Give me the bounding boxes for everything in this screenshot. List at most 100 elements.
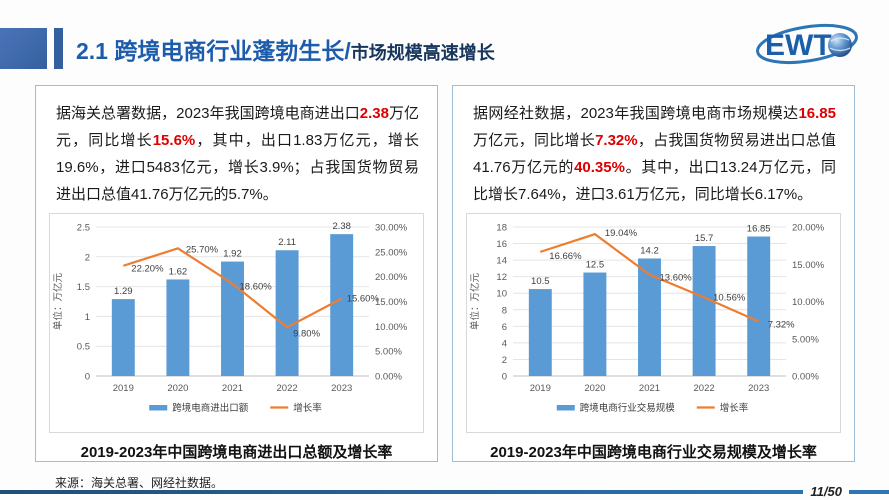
line-label: 19.04% <box>605 228 638 239</box>
market-scale-chart-frame: 0 2 4 6 8 10 12 14 16 18 0.00% 5.00% 10.00% 15.00% 20.… <box>466 213 841 433</box>
left-axis-tick: 0 <box>85 372 90 383</box>
title-decoration-bar <box>54 28 63 69</box>
logo-text: EWT <box>765 29 832 62</box>
paragraph-text: ，占我国货物贸易进出口总值41.76万亿元的 <box>473 132 836 176</box>
x-tick-label: 2022 <box>277 383 298 394</box>
logo-orbit-icon <box>756 23 858 65</box>
left-axis-tick: 1 <box>85 312 90 323</box>
line-label: 9.80% <box>293 328 320 339</box>
import-export-paragraph: 据海关总署数据，2023年我国跨境电商进出口2.38万亿元，同比增长15.6%，… <box>36 86 437 208</box>
growth-line <box>539 232 760 323</box>
title-decoration-square <box>0 28 47 69</box>
x-tick-label: 2023 <box>331 383 352 394</box>
paragraph-text: 万亿元，同比增长 <box>473 132 596 149</box>
paragraph-text: 据海关总署数据，2023年我国跨境电商进出口 <box>56 105 360 122</box>
right-axis-tick: 30.00% <box>375 223 408 234</box>
line-label: 7.32% <box>768 319 795 330</box>
paragraph-text: 。其中，出口13.24万亿元，同比增长7.64%，进口3.61万亿元，同比增长6… <box>473 159 836 203</box>
line-label: 18.60% <box>240 282 273 293</box>
x-tick-label: 2021 <box>222 383 243 394</box>
page-title: 2.1 跨境电商行业蓬勃生长/市场规模高速增长 <box>76 32 495 66</box>
bar-label: 1.62 <box>169 266 188 277</box>
bar-2019 <box>111 299 135 376</box>
right-axis-tick: 10.00% <box>375 322 408 333</box>
right-axis-tick: 0.00% <box>792 372 819 383</box>
legend-bar-marker <box>556 405 575 411</box>
highlight-value: 7.32% <box>595 132 638 149</box>
left-axis-tick: 2.5 <box>77 223 90 234</box>
market-scale-paragraph: 据网经社数据，2023年我国跨境电商市场规模达16.85 万亿元，同比增长7.32… <box>453 86 854 208</box>
ewto-logo: EWT <box>751 12 863 81</box>
bar-label: 2.11 <box>278 237 296 248</box>
bar-label: 2.38 <box>332 221 351 232</box>
highlight-value: 2.38 <box>359 105 389 122</box>
bar-label: 1.92 <box>223 249 242 260</box>
left-axis-tick: 0 <box>502 372 507 383</box>
market-scale-chart-caption: 2019-2023年中国跨境电商行业交易规模及增长率 <box>490 444 817 461</box>
left-axis-tick: 14 <box>496 256 507 267</box>
legend-line-label: 增长率 <box>720 402 749 414</box>
panel-import-export: 据海关总署数据，2023年我国跨境电商进出口2.38万亿元，同比增长15.6%，… <box>35 85 438 462</box>
import-export-chart: 0 0.5 1 1.5 2 2.5 0.00% 5.00% 10.00% 15.00% 20.00%… <box>52 221 408 414</box>
page-title-main: 2.1 跨境电商行业蓬勃生长 <box>76 38 345 64</box>
import-export-chart-frame: 0 0.5 1 1.5 2 2.5 0.00% 5.00% 10.00% 15.00% 20.00%… <box>49 213 424 433</box>
import-export-chart-caption: 2019-2023年中国跨境电商进出口总额及增长率 <box>80 444 393 461</box>
growth-line <box>122 247 343 329</box>
bar-2023 <box>330 234 354 376</box>
x-tick-label: 2023 <box>748 383 769 394</box>
bar-2022 <box>275 250 299 376</box>
bar-2021 <box>638 258 661 376</box>
x-tick-label: 2021 <box>639 383 660 394</box>
line-label: 16.66% <box>549 251 582 262</box>
bar-2022 <box>692 246 716 376</box>
bar-2021 <box>221 261 244 376</box>
bar-label: 14.2 <box>640 245 659 256</box>
highlight-value: 16.85 <box>798 105 836 122</box>
line-label: 22.20% <box>131 264 164 275</box>
left-axis-tick: 10 <box>496 289 507 300</box>
right-axis-tick: 15.00% <box>792 260 825 271</box>
highlight-value: 40.35% <box>574 159 625 176</box>
page-number: 11/50 <box>803 484 849 499</box>
left-axis-tick: 6 <box>502 322 507 333</box>
legend-bar-label: 跨境电商行业交易规模 <box>580 402 676 414</box>
x-tick-label: 2022 <box>694 383 715 394</box>
legend-line-label: 增长率 <box>293 402 322 414</box>
x-tick-label: 2019 <box>113 383 134 394</box>
paragraph-text: 万亿元，同比增长 <box>56 105 419 149</box>
right-axis-tick: 10.00% <box>792 297 825 308</box>
x-tick-label: 2019 <box>530 383 551 394</box>
right-axis-tick: 5.00% <box>792 334 819 345</box>
right-axis-tick: 0.00% <box>375 372 402 383</box>
left-axis-tick: 18 <box>496 223 507 234</box>
page-title-slash: / <box>344 38 351 64</box>
legend-bar-marker <box>149 405 168 411</box>
market-scale-chart: 0 2 4 6 8 10 12 14 16 18 0.00% 5.00% 10.00% 15.00% 20.… <box>469 223 825 415</box>
right-axis-tick: 20.00% <box>792 223 825 234</box>
bar-2019 <box>528 289 552 376</box>
bar-label: 16.85 <box>747 224 771 235</box>
bar-2020 <box>583 272 607 376</box>
paragraph-text: 据网经社数据，2023年我国跨境电商市场规模达 <box>473 105 799 122</box>
bar-label: 1.29 <box>114 286 133 297</box>
right-axis-tick: 5.00% <box>375 347 402 358</box>
left-axis-tick: 8 <box>502 305 507 316</box>
line-label: 15.60% <box>347 294 380 305</box>
bar-label: 15.7 <box>695 233 714 244</box>
source-note: 来源：海关总署、网经社数据。 <box>55 476 224 490</box>
line-label: 10.56% <box>713 292 746 303</box>
bar-label: 10.5 <box>531 276 550 287</box>
legend-bar-label: 跨境电商进出口额 <box>172 402 249 414</box>
x-tick-label: 2020 <box>167 383 188 394</box>
right-axis-tick: 25.00% <box>375 247 408 258</box>
line-label: 25.70% <box>186 244 219 255</box>
left-axis-tick: 16 <box>496 239 507 250</box>
left-axis-title: 单位：万亿元 <box>52 273 64 331</box>
x-tick-label: 2020 <box>584 383 605 394</box>
line-label: 13.60% <box>660 273 693 284</box>
left-axis-tick: 2 <box>502 355 507 366</box>
bar-2023 <box>747 236 771 376</box>
footer-divider <box>0 490 889 494</box>
right-axis-tick: 15.00% <box>375 297 408 308</box>
bar-label: 12.5 <box>586 260 605 271</box>
